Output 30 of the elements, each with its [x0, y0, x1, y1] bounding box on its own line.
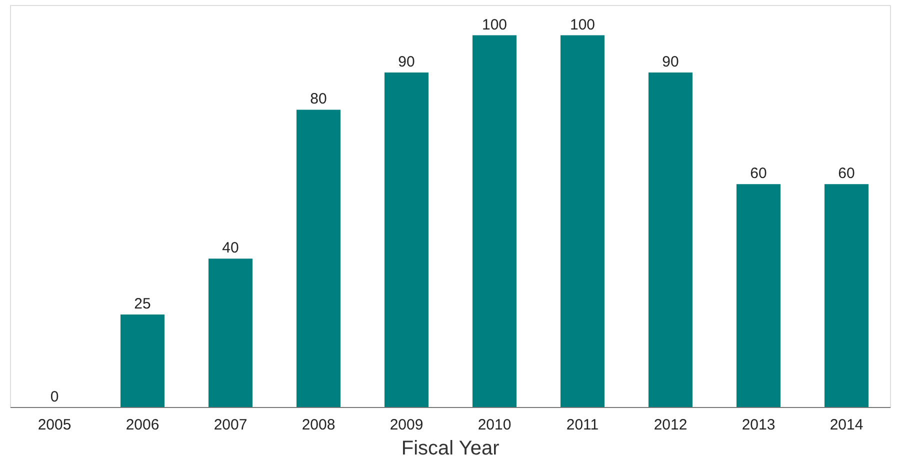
x-tick-label: 2014 [830, 416, 864, 434]
data-label: 80 [310, 90, 327, 108]
data-label: 90 [398, 54, 415, 70]
x-tick-label: 2006 [126, 416, 160, 434]
bar [296, 110, 340, 408]
data-label: 100 [482, 16, 508, 34]
x-tick-label: 2008 [302, 416, 336, 434]
data-label: 40 [222, 240, 239, 257]
bar [648, 72, 692, 408]
bar [736, 184, 780, 408]
bar [384, 72, 428, 408]
x-tick-label: 2009 [390, 416, 424, 434]
bar [472, 35, 516, 408]
bar [560, 35, 604, 408]
bar [824, 184, 868, 408]
x-tick-label: 2012 [654, 416, 688, 434]
x-tick-label: 2013 [742, 416, 776, 434]
data-label: 100 [570, 16, 596, 34]
bar [208, 258, 252, 408]
bar [120, 314, 164, 408]
x-tick-label: 2010 [478, 416, 512, 434]
x-tick-label: 2007 [214, 416, 248, 434]
data-label: 25 [134, 295, 151, 312]
x-tick-label: 2011 [566, 416, 599, 434]
data-label: 0 [50, 388, 59, 406]
x-axis-title: Fiscal Year [401, 438, 500, 460]
data-label: 90 [662, 54, 679, 70]
data-label: 60 [838, 165, 855, 182]
data-label: 60 [750, 165, 767, 182]
x-tick-label: 2005 [38, 416, 72, 434]
